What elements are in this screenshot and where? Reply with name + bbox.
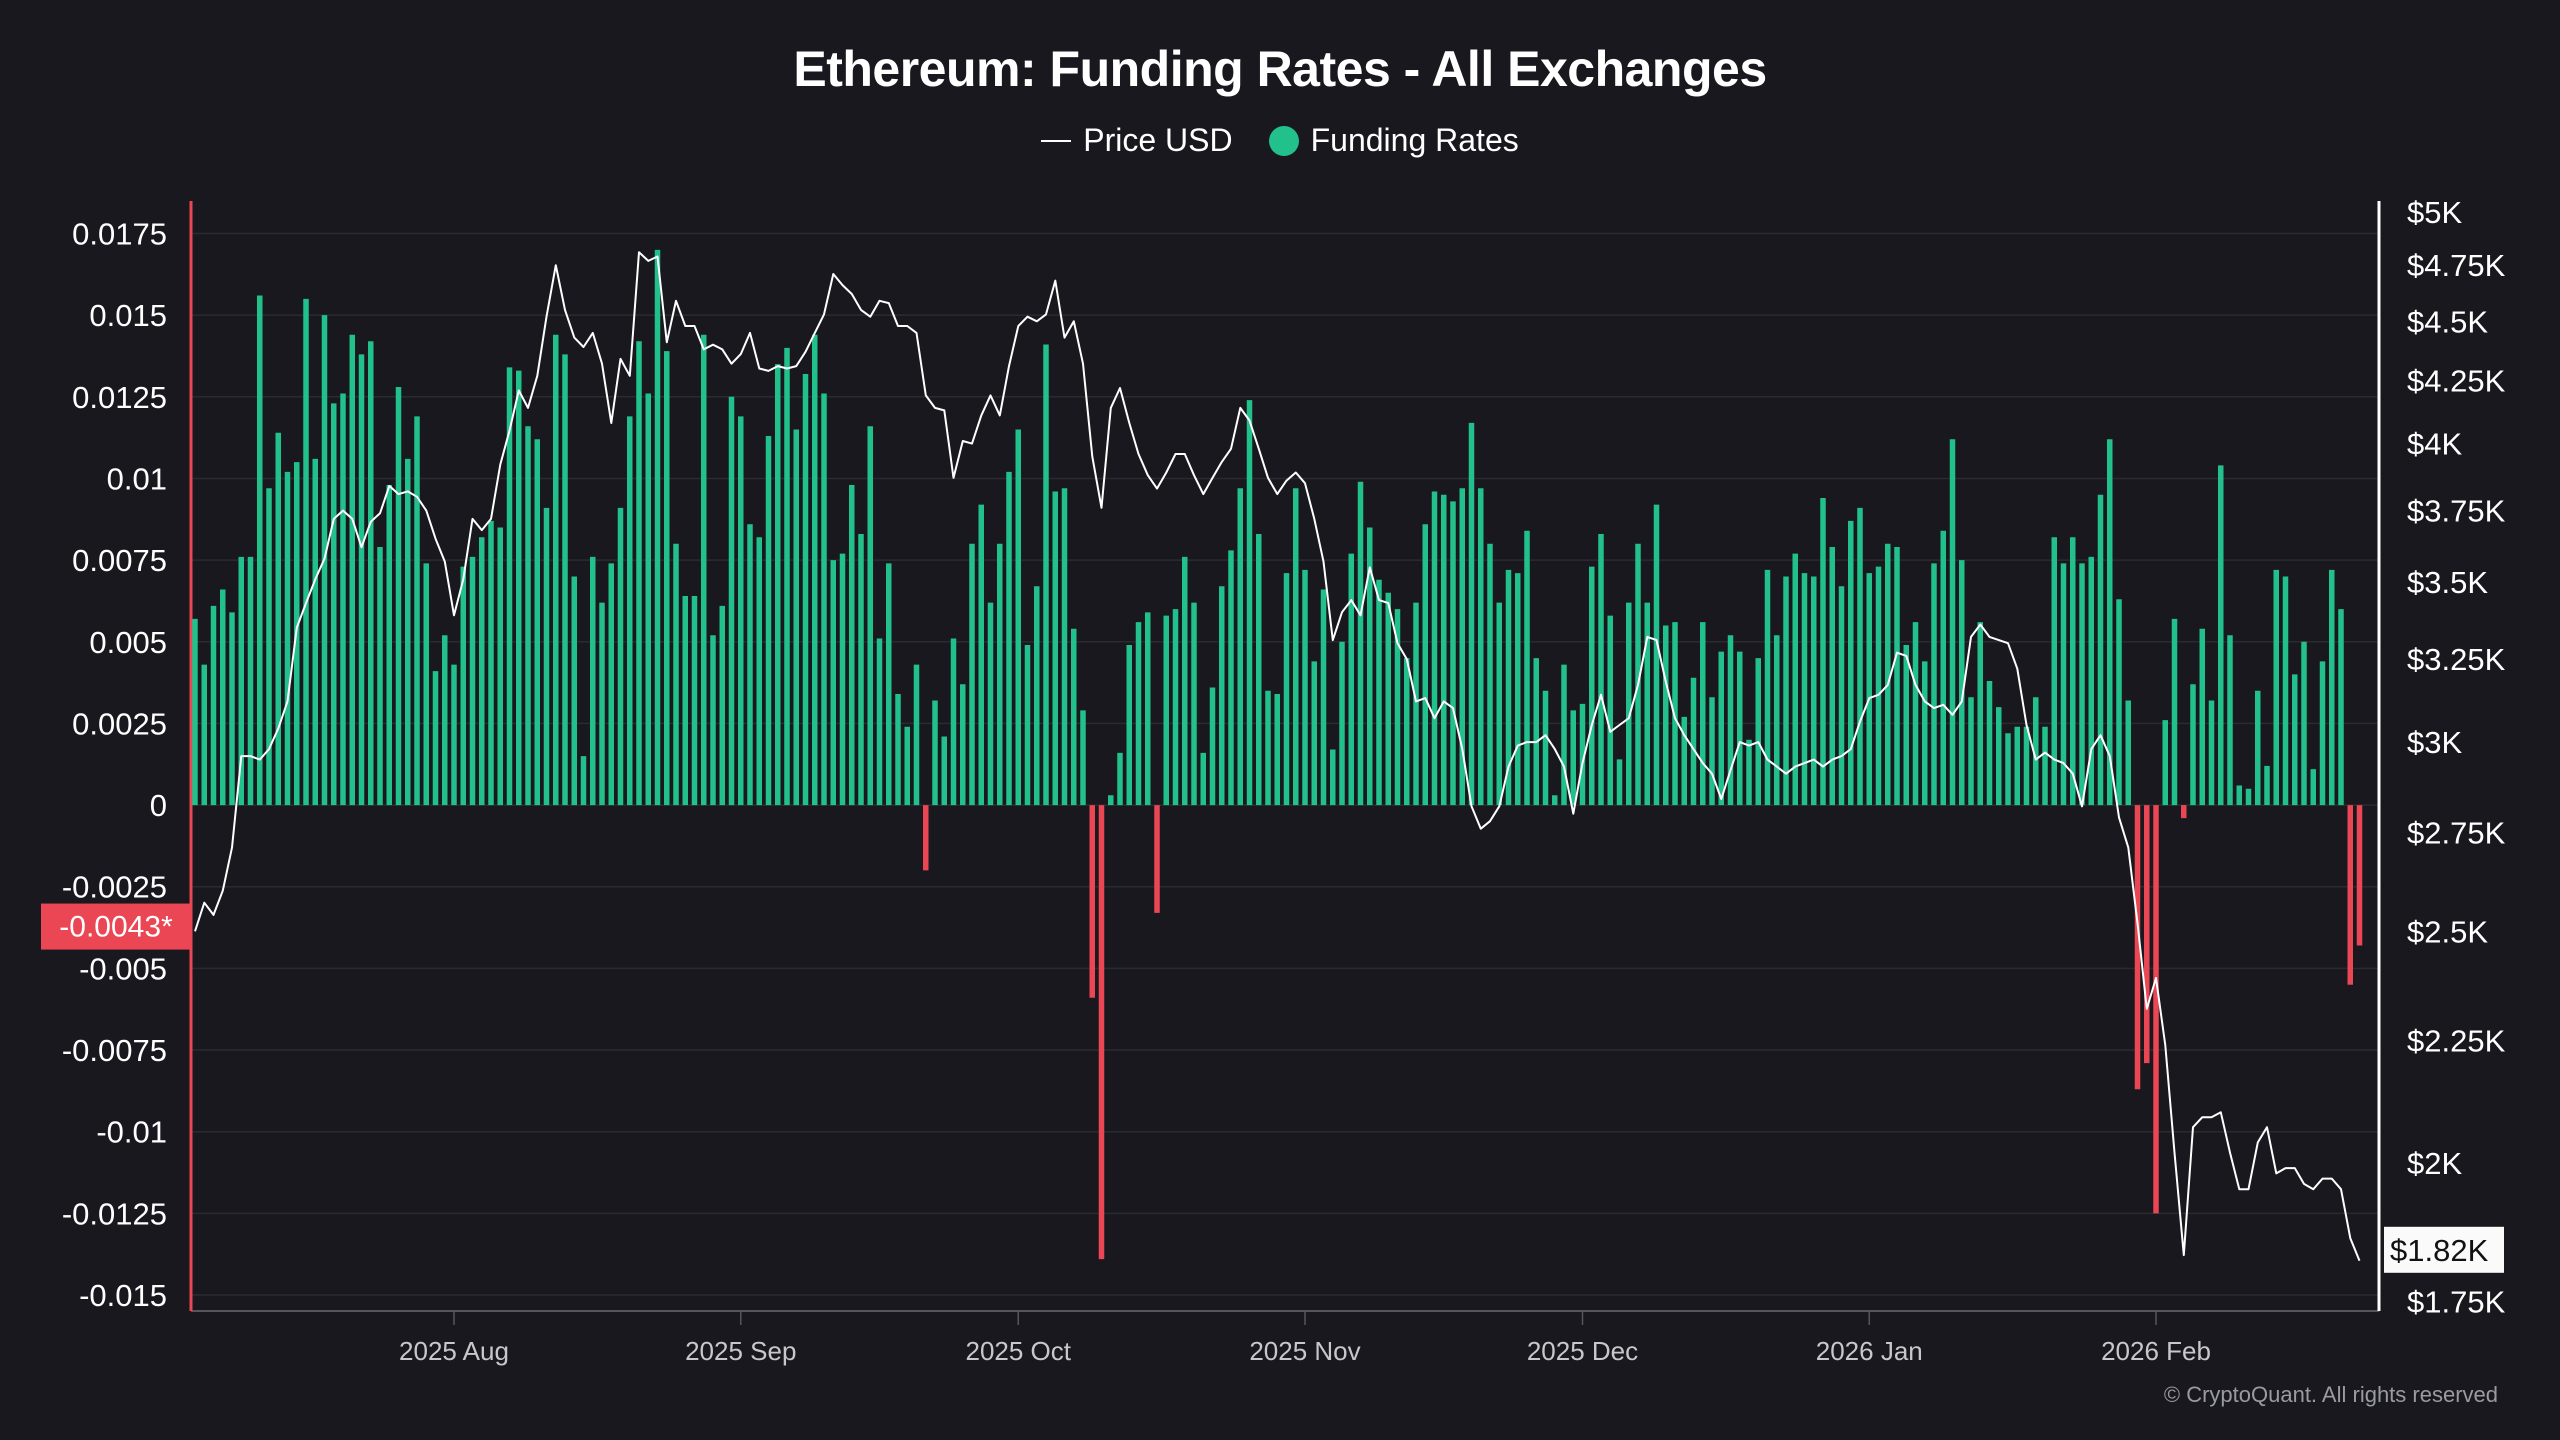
y-right-tick-label: $2.25K bbox=[2407, 1024, 2506, 1059]
y-left-tick-label: -0.0075 bbox=[62, 1033, 167, 1068]
current-price-badge bbox=[2384, 1226, 2504, 1273]
current-price-label: $1.82K bbox=[2390, 1233, 2489, 1268]
y-right-tick-label: $3.5K bbox=[2407, 565, 2488, 600]
current-funding-badge bbox=[41, 903, 191, 950]
x-tick-label: 2026 Feb bbox=[2101, 1336, 2211, 1366]
y-left-tick-label: -0.015 bbox=[79, 1278, 167, 1313]
y-right-tick-label: $5K bbox=[2407, 195, 2462, 230]
y-left-tick-label: 0.0175 bbox=[72, 217, 167, 252]
line-swatch-icon bbox=[1041, 139, 1072, 142]
y-right-tick-label: $4.75K bbox=[2407, 248, 2506, 283]
x-tick-label: 2025 Aug bbox=[399, 1336, 509, 1366]
chart-title: Ethereum: Funding Rates - All Exchanges bbox=[793, 41, 1767, 97]
y-left-tick-label: 0.01 bbox=[107, 461, 167, 496]
y-right-tick-label: $1.75K bbox=[2407, 1285, 2506, 1320]
legend-item-funding[interactable]: Funding Rates bbox=[1268, 122, 1519, 159]
y-right-tick-label: $3K bbox=[2407, 725, 2462, 760]
copyright: © CryptoQuant. All rights reserved bbox=[2163, 1382, 2498, 1407]
legend-item-price[interactable]: Price USD bbox=[1041, 122, 1233, 159]
y-right-tick-label: $2K bbox=[2407, 1146, 2462, 1181]
y-right-tick-label: $3.75K bbox=[2407, 494, 2506, 529]
y-left-tick-label: 0 bbox=[150, 788, 167, 823]
price-usd-line[interactable] bbox=[194, 251, 2361, 1262]
y-left-tick-label: -0.005 bbox=[79, 951, 167, 986]
y-left-tick-label: -0.0125 bbox=[62, 1196, 167, 1231]
y-right-tick-label: $4K bbox=[2407, 427, 2462, 462]
x-tick-label: 2026 Jan bbox=[1816, 1336, 1923, 1366]
y-right-tick-label: $2.5K bbox=[2407, 914, 2488, 949]
y-left-tick-label: 0.0025 bbox=[72, 706, 167, 741]
x-tick-label: 2025 Sep bbox=[685, 1336, 796, 1366]
y-left-tick-label: 0.005 bbox=[89, 625, 167, 660]
y-right-tick-label: $4.25K bbox=[2407, 364, 2506, 399]
y-left-tick-label: -0.0025 bbox=[62, 870, 167, 905]
legend-label-funding: Funding Rates bbox=[1310, 122, 1519, 158]
y-right-tick-label: $3.25K bbox=[2407, 642, 2506, 677]
x-tick-label: 2025 Nov bbox=[1249, 1336, 1360, 1366]
y-left-tick-label: 0.0075 bbox=[72, 543, 167, 578]
legend: Price USD Funding Rates bbox=[0, 122, 2560, 159]
y-left-tick-label: 0.015 bbox=[89, 298, 167, 333]
x-tick-label: 2025 Oct bbox=[965, 1336, 1071, 1366]
y-right-tick-label: $4.5K bbox=[2407, 304, 2488, 339]
y-right-tick-label: $2.75K bbox=[2407, 815, 2506, 850]
x-tick-label: 2025 Dec bbox=[1527, 1336, 1638, 1366]
current-funding-label: -0.0043* bbox=[59, 911, 173, 944]
legend-label-price: Price USD bbox=[1083, 122, 1233, 158]
y-left-tick-label: 0.0125 bbox=[72, 380, 167, 415]
y-left-tick-label: -0.01 bbox=[96, 1115, 167, 1150]
dot-swatch-icon bbox=[1268, 125, 1299, 156]
